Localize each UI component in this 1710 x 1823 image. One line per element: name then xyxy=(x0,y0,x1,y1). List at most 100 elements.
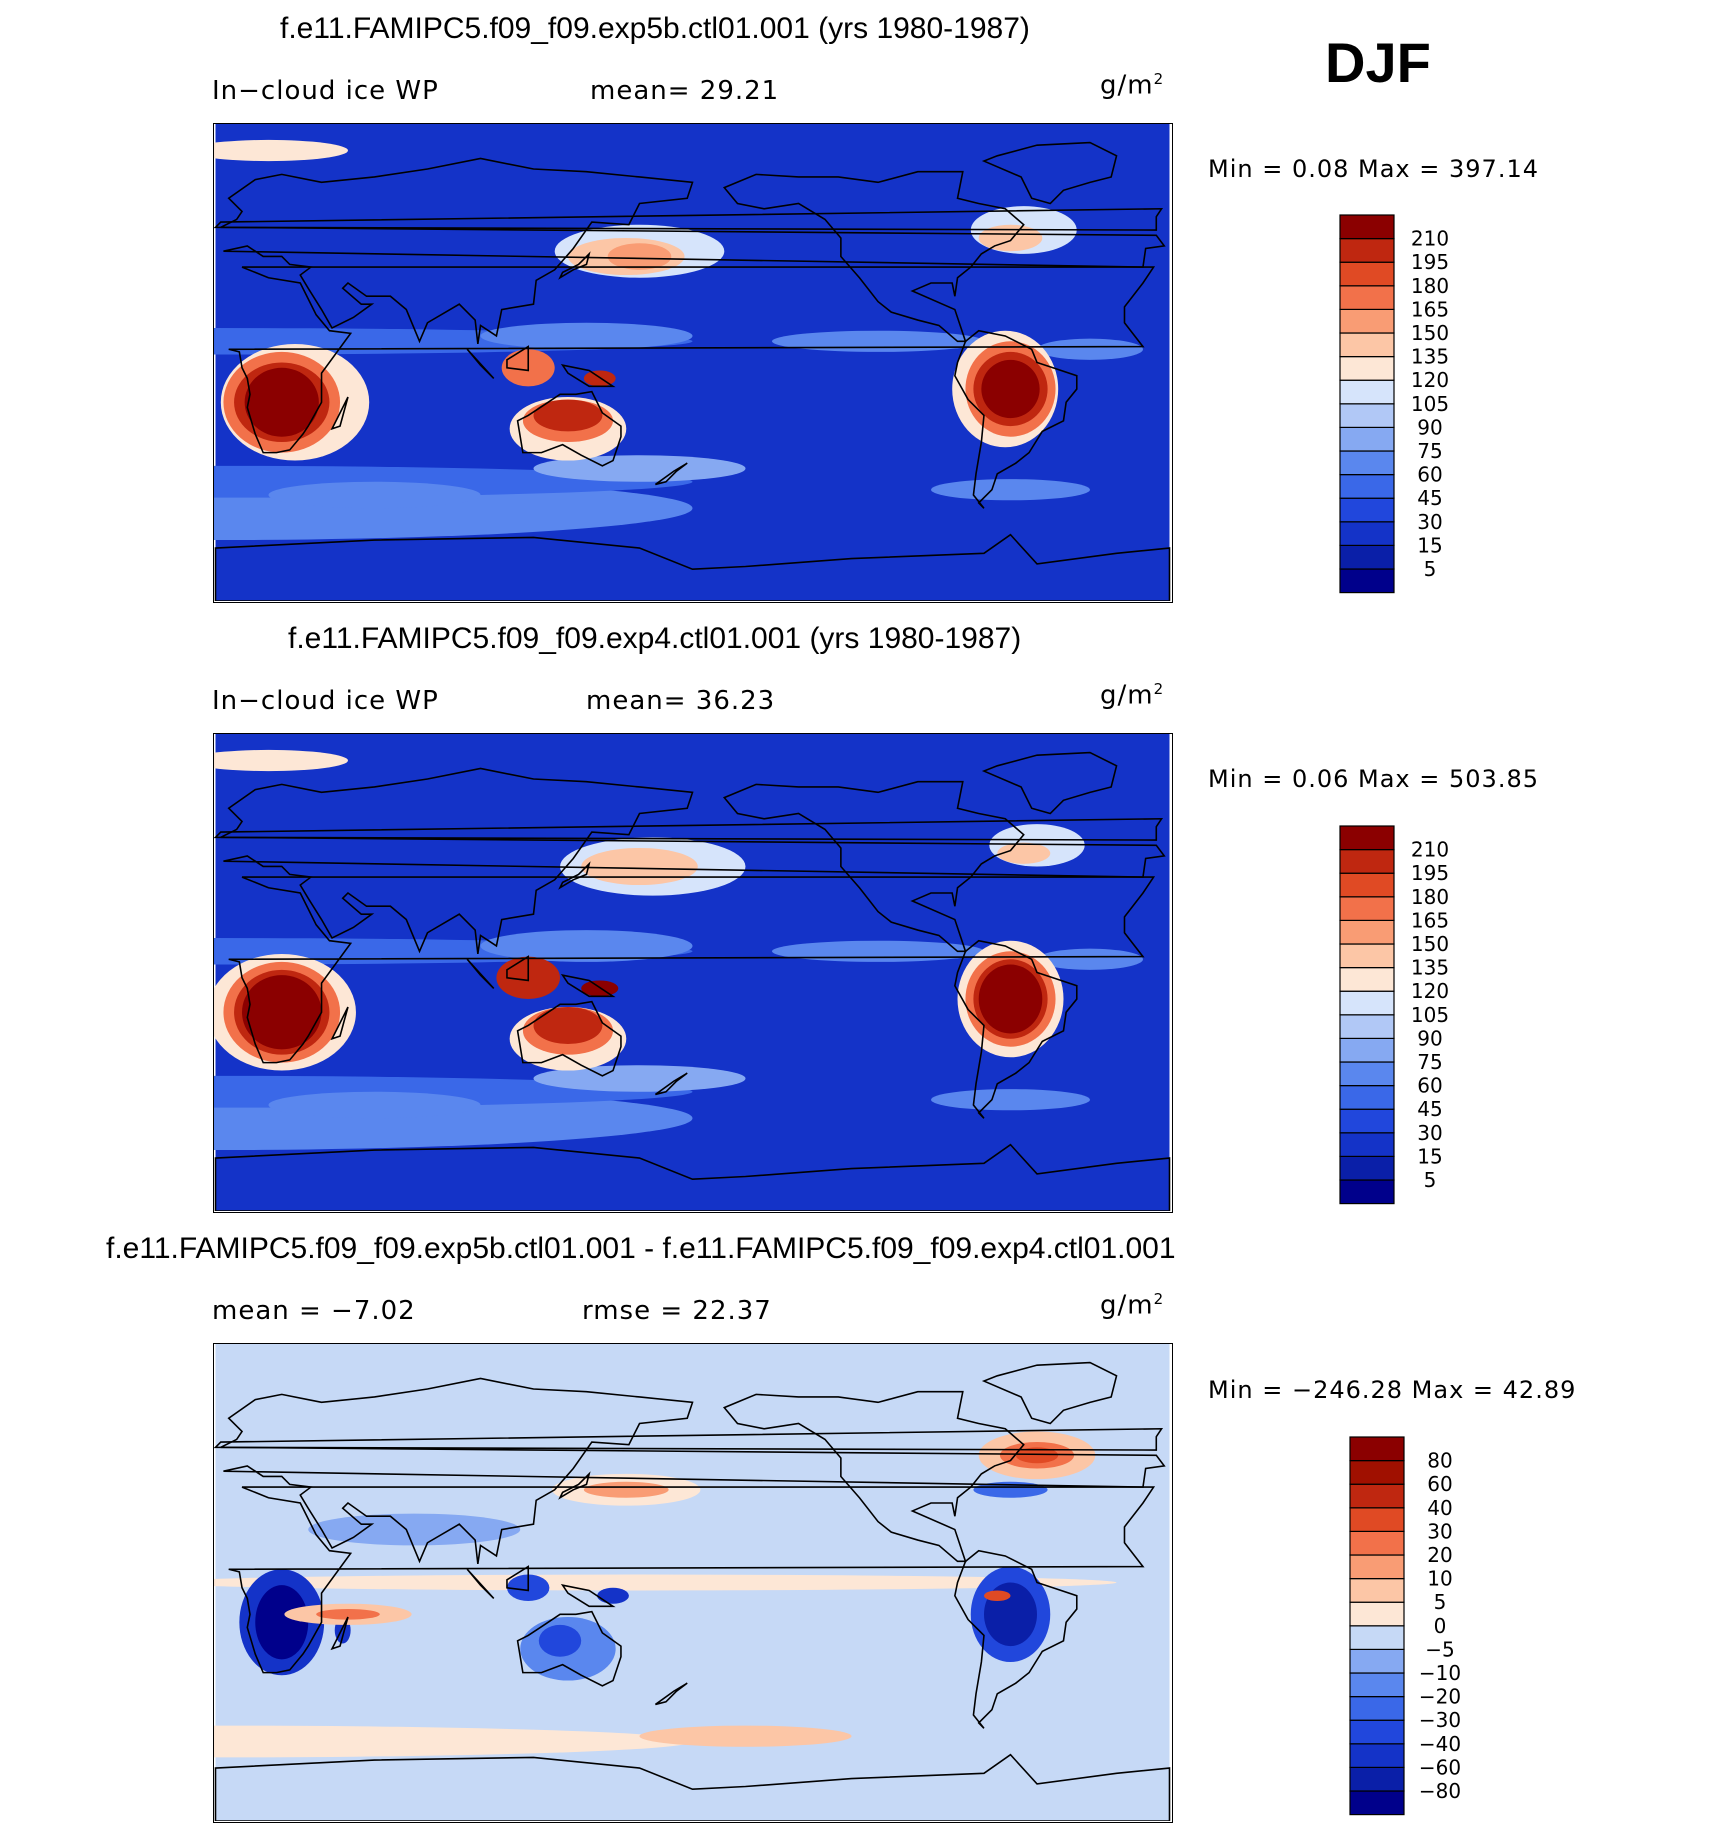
colorbar-tick-label: 5 xyxy=(1424,1168,1437,1192)
coastline xyxy=(516,390,622,467)
panel1-colorbar: 5 15 30 45 60 75 90 105 120 135 150 165 180 195 210 xyxy=(1339,214,1460,595)
coastline xyxy=(981,141,1118,205)
colorbar-tick-label: 105 xyxy=(1411,392,1449,416)
coastline xyxy=(214,207,1164,231)
colorbar-tick-label: 210 xyxy=(1411,838,1449,862)
panel3-title: f.e11.FAMIPC5.f09_f09.exp5b.ctl01.001 - … xyxy=(106,1232,1176,1265)
colorbar-tick-label: 10 xyxy=(1427,1567,1452,1591)
contour-region xyxy=(981,359,1040,419)
panel3-map xyxy=(213,1343,1173,1823)
colorbar-box xyxy=(1339,849,1395,874)
colorbar-box xyxy=(1339,825,1395,851)
colorbar-tick-label: 150 xyxy=(1411,932,1449,956)
panel1-mean-label: mean= 29.21 xyxy=(590,76,780,106)
colorbar-tick-label: 15 xyxy=(1417,1144,1442,1168)
coastline xyxy=(981,1361,1118,1425)
coastline xyxy=(560,364,616,388)
colorbar-tick-label: −5 xyxy=(1425,1637,1454,1661)
colorbar-box xyxy=(1339,1132,1395,1157)
colorbar-box xyxy=(1339,332,1395,358)
contour-region xyxy=(244,367,319,437)
panel1-title: f.e11.FAMIPC5.f09_f09.exp5b.ctl01.001 (y… xyxy=(280,12,1030,45)
colorbar-tick-label: 5 xyxy=(1424,557,1437,581)
panel1-units: g/m2 xyxy=(1100,70,1165,101)
colorbar-tick-label: 30 xyxy=(1417,510,1442,534)
coastline xyxy=(228,876,1156,1064)
contour-region xyxy=(480,322,693,350)
contour-region xyxy=(1037,338,1143,360)
coastline xyxy=(220,767,1166,955)
colorbar-box xyxy=(1339,497,1395,523)
colorbar-box xyxy=(1339,544,1395,570)
contour-region xyxy=(819,1606,937,1639)
colorbar-tick-label: 105 xyxy=(1411,1003,1449,1027)
coastline xyxy=(466,348,495,379)
colorbar-box xyxy=(1349,1460,1405,1485)
contour-region xyxy=(639,1725,852,1747)
contour-region xyxy=(316,1609,380,1620)
coastline xyxy=(466,958,495,989)
panel3-contour-field xyxy=(214,1344,1171,1821)
contour-region xyxy=(538,1624,582,1657)
colorbar-box xyxy=(1339,1179,1395,1205)
colorbar-tick-label: 60 xyxy=(1427,1472,1452,1496)
panel3-rmse-label: rmse = 22.37 xyxy=(582,1296,772,1326)
colorbar-box xyxy=(1349,1578,1405,1603)
colorbar-tick-label: 90 xyxy=(1417,1026,1442,1050)
contour-region xyxy=(533,455,746,482)
colorbar-tick-label: 60 xyxy=(1417,463,1442,487)
panel3-minmax: Min = −246.28 Max = 42.89 xyxy=(1208,1376,1577,1404)
colorbar-tick-label: −10 xyxy=(1419,1661,1461,1685)
contour-region xyxy=(214,1725,693,1758)
colorbar-box xyxy=(1339,1061,1395,1087)
colorbar-box xyxy=(1349,1743,1405,1768)
panel2-minmax: Min = 0.06 Max = 503.85 xyxy=(1208,765,1539,793)
contour-region xyxy=(308,1513,521,1546)
colorbar-tick-label: −80 xyxy=(1419,1779,1461,1803)
colorbar-box xyxy=(1349,1507,1405,1533)
coastline xyxy=(330,396,349,431)
contour-region xyxy=(597,1587,629,1604)
coastline xyxy=(516,1610,622,1687)
contour-region xyxy=(581,847,698,886)
colorbar-tick-label: 30 xyxy=(1417,1121,1442,1145)
colorbar-tick-label: 75 xyxy=(1417,1050,1442,1074)
colorbar-box xyxy=(1339,426,1395,452)
colorbar-tick-label: −20 xyxy=(1419,1685,1461,1709)
panel2-mean-label: mean= 36.23 xyxy=(586,686,776,716)
panel2-map xyxy=(213,733,1173,1213)
contour-region xyxy=(242,975,322,1050)
colorbar-box xyxy=(1339,568,1395,594)
colorbar-tick-label: 5 xyxy=(1434,1590,1447,1614)
coastline xyxy=(722,780,1025,953)
coastline xyxy=(220,1377,1166,1565)
panel2-title: f.e11.FAMIPC5.f09_f09.exp4.ctl01.001 (yr… xyxy=(288,622,1022,655)
contour-region xyxy=(772,940,984,962)
contour-region xyxy=(533,1065,746,1092)
colorbar-box xyxy=(1339,1085,1395,1110)
panel2-units: g/m2 xyxy=(1100,680,1165,711)
contour-region xyxy=(1015,1447,1059,1464)
colorbar-box xyxy=(1349,1625,1405,1651)
colorbar-box xyxy=(1339,919,1395,945)
coastline xyxy=(228,266,1156,454)
coastline-antarctica xyxy=(214,1753,1171,1821)
contour-region xyxy=(772,330,984,352)
colorbar-tick-label: 30 xyxy=(1427,1519,1452,1543)
contour-region xyxy=(984,1590,1011,1602)
colorbar-tick-label: 165 xyxy=(1411,297,1449,321)
colorbar-box xyxy=(1349,1719,1405,1745)
colorbar-tick-label: 45 xyxy=(1417,486,1442,510)
coastline xyxy=(228,1486,1156,1674)
colorbar-tick-label: 150 xyxy=(1411,321,1449,345)
contour-region xyxy=(214,1574,1117,1591)
panel2-contour-field xyxy=(214,734,1171,1211)
coastline xyxy=(506,955,530,982)
coastline xyxy=(981,751,1118,815)
colorbar-box xyxy=(1349,1530,1405,1556)
colorbar-tick-label: 75 xyxy=(1417,439,1442,463)
coastline xyxy=(954,329,1078,509)
panel3-colorbar: −80 −60 −40 −30 −20 −10 −5 0 5 10 20 30 40 60 80 xyxy=(1349,1436,1470,1817)
panel1-minmax: Min = 0.08 Max = 397.14 xyxy=(1208,155,1539,183)
